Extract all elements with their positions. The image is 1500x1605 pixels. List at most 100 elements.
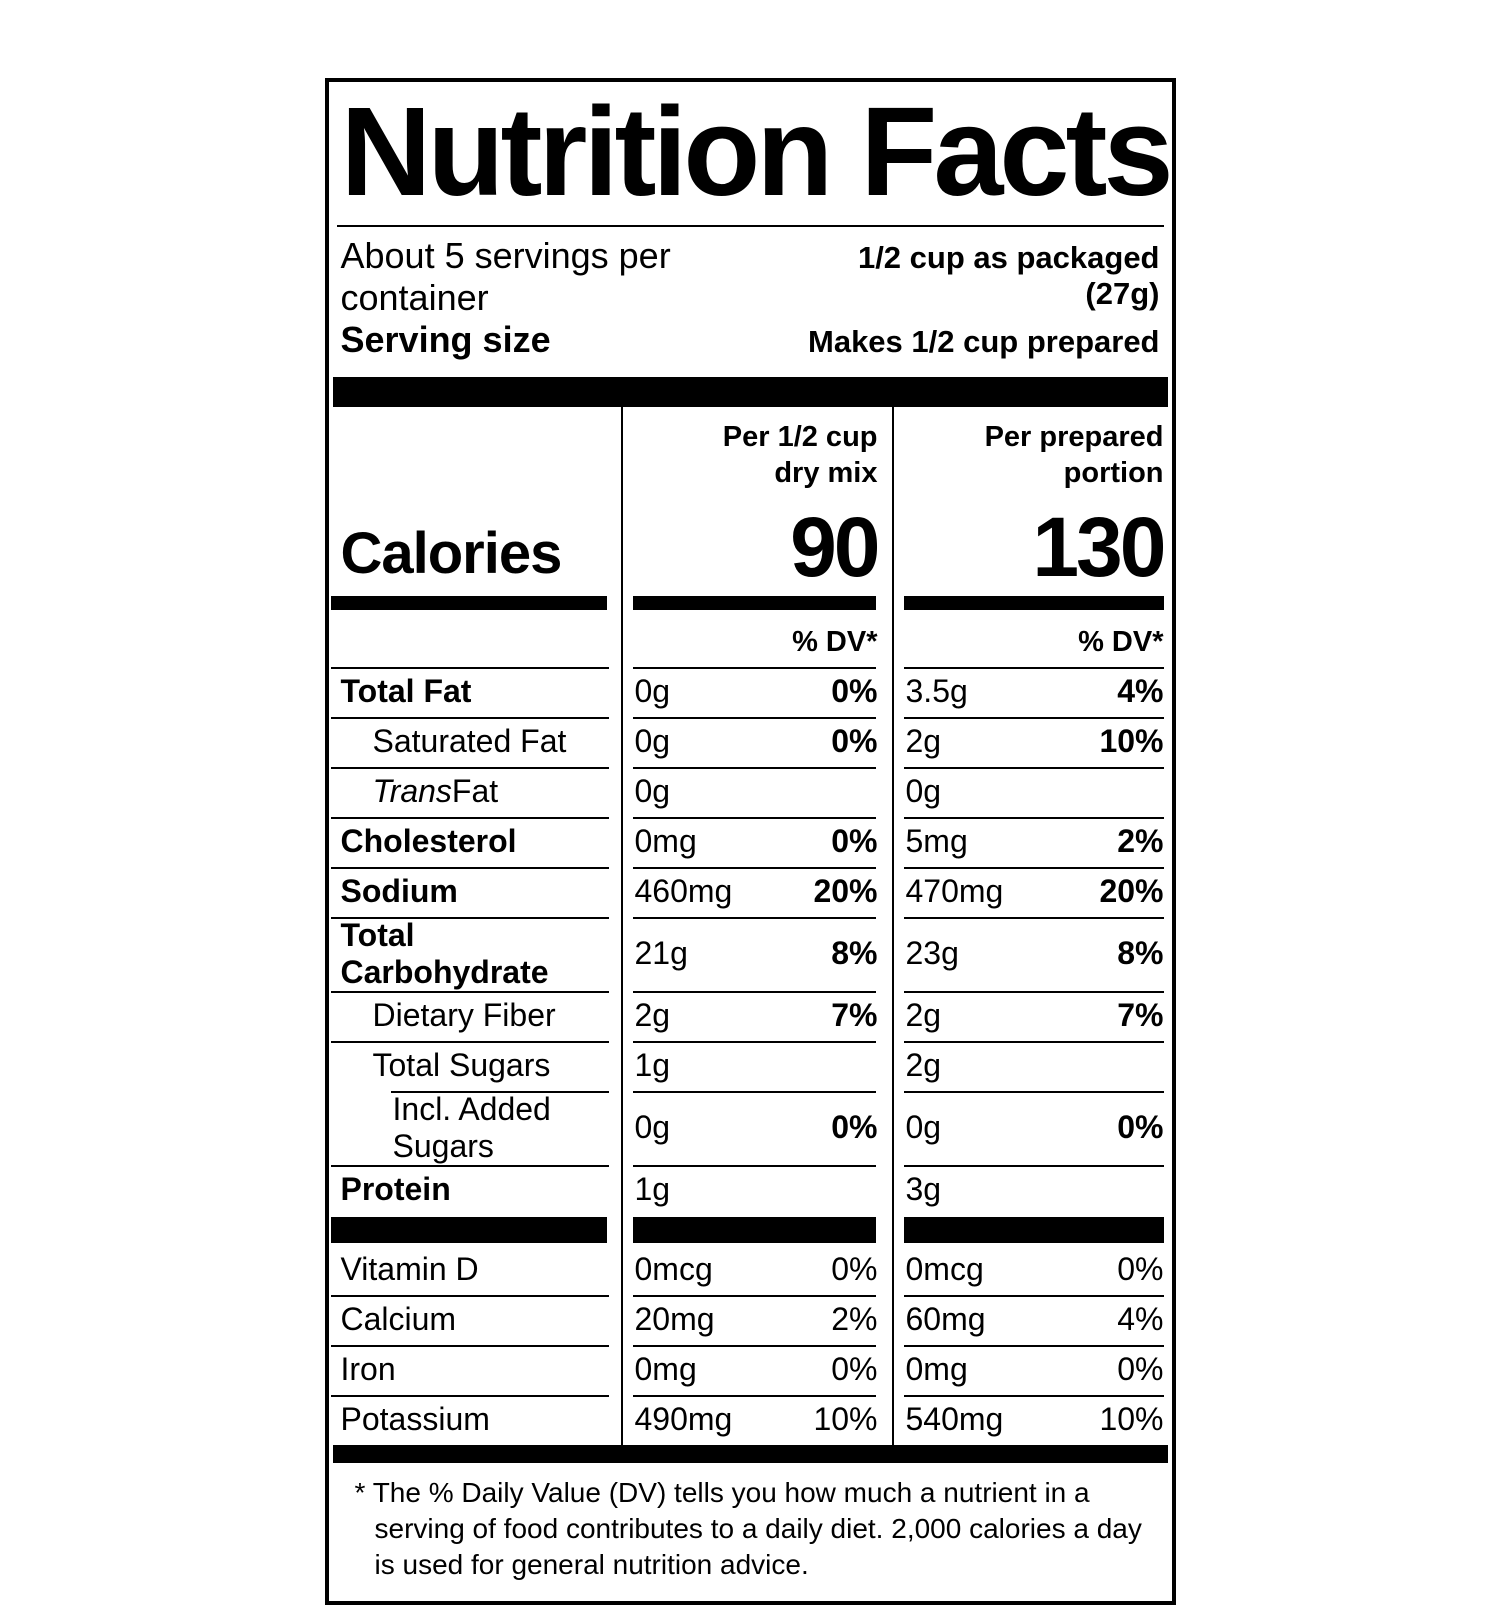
vitamin-label: Calcium [340,1301,457,1338]
nutrient-name: Cholesterol [328,816,621,867]
daily-value: 20% [813,873,878,910]
nutrient-label: Cholesterol [340,823,517,860]
nutrient-values-dry-mix: 0g 0% [620,716,892,767]
nutrient-label: Dietary Fiber [372,997,556,1034]
nutrient-values-dry-mix: 1g [620,1040,892,1091]
nutrient-values-dry-mix: 21g 8% [620,916,892,991]
calories-value-dry-mix: 90 [620,502,892,591]
vitamin-values-dry-mix: 20mg 2% [620,1294,892,1345]
separator-bar-mid-dry-mix [620,1214,892,1245]
amount: 0g [634,1109,671,1146]
amount: 0mg [634,1351,697,1388]
nutrient-label-italic: Trans [372,773,452,810]
amount: 470mg [905,873,1004,910]
column-header-line: Per 1/2 cup [722,420,878,453]
nutrition-table: Per 1/2 cup dry mix Per prepared portion… [328,406,1172,1445]
amount: 60mg [905,1301,986,1338]
amount: 0g [634,773,671,810]
daily-value: 0% [1117,1351,1164,1388]
daily-value: 0% [831,673,878,710]
amount: 2g [905,1047,942,1084]
nutrient-name: Saturated Fat [328,716,621,767]
nutrient-values-prepared: 2g [891,1040,1172,1091]
nutrient-label: Saturated Fat [372,723,567,760]
nutrient-values-dry-mix: 0g 0% [620,666,892,717]
footnote-marker: * [354,1476,366,1508]
black-bar [330,1216,607,1243]
amount: 21g [634,935,688,972]
black-bar [632,1216,876,1243]
amount: 23g [905,935,959,972]
nutrient-name: Total Fat [328,666,621,717]
amount: 0mcg [905,1251,984,1288]
daily-value: 10% [813,1401,878,1438]
nutrient-values-dry-mix: 460mg 20% [620,866,892,917]
daily-value: 7% [831,997,878,1034]
daily-value: 2% [1117,823,1164,860]
nutrient-values-dry-mix: 0g [620,766,892,817]
vitamin-values-prepared: 0mcg 0% [891,1244,1172,1295]
nutrient-values-dry-mix: 0mg 0% [620,816,892,867]
nutrient-label: Sodium [340,873,458,910]
amount: 2g [905,997,942,1034]
vitamin-values-dry-mix: 490mg 10% [620,1394,892,1445]
column-header-spacer [328,406,621,503]
amount: 490mg [634,1401,733,1438]
daily-value: 0% [1117,1109,1164,1146]
serving-info-section: About 5 servings per container 1/2 cup a… [341,235,1160,371]
vitamin-label: Vitamin D [340,1251,479,1288]
nutrient-label: Incl. Added Sugars [392,1090,551,1164]
black-bar [903,595,1164,610]
amount: 0g [905,1109,942,1146]
vitamin-values-prepared: 0mg 0% [891,1344,1172,1395]
nutrient-label: Fat [451,773,499,810]
servings-row: About 5 servings per container 1/2 cup a… [341,235,1160,319]
amount: 3.5g [905,673,968,710]
amount: 1g [634,1047,671,1084]
footnote: * The % Daily Value (DV) tells you how m… [343,1475,1158,1601]
serving-size-label: Serving size [340,318,551,360]
nutrient-name: Dietary Fiber [328,990,621,1041]
nutrient-values-prepared: 3.5g 4% [891,666,1172,717]
nutrient-values-prepared: 3g [891,1164,1172,1215]
amount: 0g [905,773,942,810]
nutrient-values-prepared: 5mg 2% [891,816,1172,867]
nutrient-values-prepared: 470mg 20% [891,866,1172,917]
daily-value: 0% [1117,1251,1164,1288]
nutrient-label: Total Fat [340,673,472,710]
nutrient-values-prepared: 0g [891,766,1172,817]
nutrient-name: Total Carbohydrate [328,916,621,991]
daily-value: 8% [1117,935,1164,972]
separator-bar-top [332,376,1168,407]
column-header-line: dry mix [774,456,878,489]
vitamin-label: Potassium [340,1401,490,1438]
dv-header-spacer [328,612,621,667]
amount: 0mg [905,1351,968,1388]
amount: 0g [634,673,671,710]
daily-value: 20% [1099,873,1164,910]
amount: 5mg [905,823,968,860]
amount: 460mg [634,873,733,910]
amount: 3g [905,1171,942,1208]
nutrient-values-dry-mix: 2g 7% [620,990,892,1041]
nutrient-values-prepared: 2g 10% [891,716,1172,767]
calories-underline-left [328,590,621,613]
nutrient-name: Trans Fat [328,766,621,817]
dv-header-prepared: % DV* [891,612,1172,667]
nutrient-values-dry-mix: 0g 0% [620,1090,892,1165]
footnote-text: The % Daily Value (DV) tells you how muc… [372,1476,1142,1580]
amount: 0mg [634,823,697,860]
calories-value-prepared: 130 [891,502,1172,591]
amount: 2g [905,723,942,760]
calories-underline-dry-mix [620,590,892,613]
nutrient-label: Total Sugars [372,1047,551,1084]
daily-value: 10% [1099,723,1164,760]
daily-value: 4% [1117,1301,1164,1338]
column-header-dry-mix: Per 1/2 cup dry mix [620,406,892,503]
calories-underline-prepared [891,590,1172,613]
title-divider [336,224,1164,227]
nutrient-name: Incl. Added Sugars [328,1090,621,1165]
daily-value: 8% [831,935,878,972]
nutrient-values-dry-mix: 1g [620,1164,892,1215]
vitamin-values-dry-mix: 0mcg 0% [620,1244,892,1295]
